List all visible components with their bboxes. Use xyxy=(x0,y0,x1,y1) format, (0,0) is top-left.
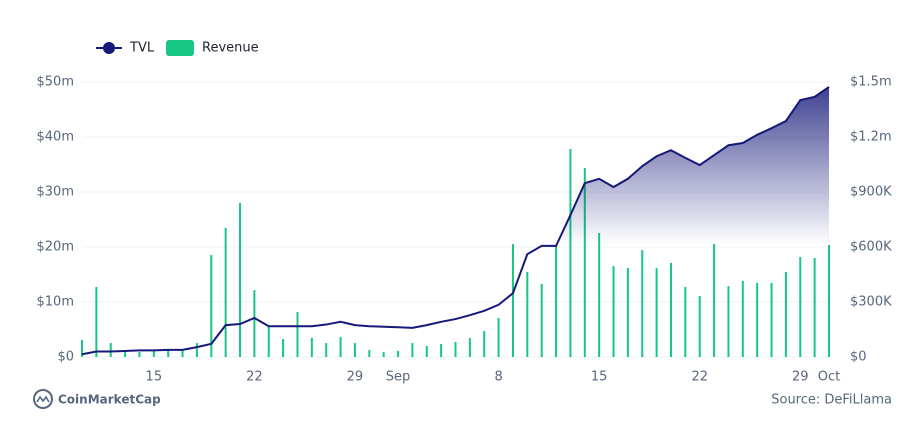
x-tick-label: 8 xyxy=(494,370,502,385)
legend-label: Revenue xyxy=(202,41,259,56)
y-tick-label: $0 xyxy=(57,350,74,365)
brand-logo xyxy=(36,395,50,403)
x-tick-label: 15 xyxy=(146,370,163,385)
line xyxy=(81,86,830,356)
y2-tick-label: $900K xyxy=(850,185,892,200)
legend: TVL Revenue xyxy=(96,40,259,56)
x-tick-label: 15 xyxy=(591,370,608,385)
legend-label: TVL xyxy=(129,41,155,56)
y-tick-label: $30m xyxy=(37,185,74,200)
x-tick-label: 22 xyxy=(246,370,263,385)
y2-tick-label: $1.2m xyxy=(850,130,892,145)
source: Source: DeFiLlama xyxy=(771,393,892,408)
y-tick-label: $20m xyxy=(37,240,74,255)
bar xyxy=(239,203,242,357)
plot xyxy=(81,81,830,358)
x-tick-label: Oct xyxy=(818,370,840,385)
brand-logo xyxy=(33,389,53,409)
y2-tick-label: $0 xyxy=(850,350,867,365)
bar xyxy=(81,339,83,357)
y-tick-label: $40m xyxy=(37,130,74,145)
y-tick-label: $10m xyxy=(37,295,74,310)
x-tick-label: 22 xyxy=(691,370,708,385)
x-tick-label: Sep xyxy=(386,370,411,385)
brand-name: CoinMarketCap xyxy=(58,393,161,407)
brand: CoinMarketCap xyxy=(33,389,161,409)
bar xyxy=(210,255,213,357)
x-tick-label: 29 xyxy=(792,370,809,385)
x-tick-label: 29 xyxy=(347,370,364,385)
bar xyxy=(95,286,98,357)
y2-tick-label: $1.5m xyxy=(850,75,892,90)
legend-swatch xyxy=(166,40,194,56)
legend-marker xyxy=(103,42,115,54)
y-tick-label: $50m xyxy=(37,75,74,90)
y2-tick-label: $300K xyxy=(850,295,892,310)
area xyxy=(82,86,829,357)
y2-tick-label: $600K xyxy=(850,240,892,255)
bar xyxy=(109,343,112,357)
bar xyxy=(224,227,227,357)
